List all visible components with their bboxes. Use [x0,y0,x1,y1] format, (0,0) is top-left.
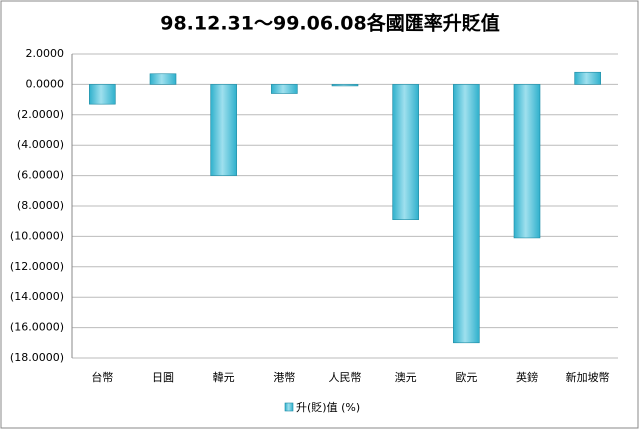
bar [271,84,298,94]
y-tick-label: (8.0000) [17,199,64,212]
y-tick-label: (14.0000) [10,290,64,303]
y-tick-label: (4.0000) [17,138,64,151]
y-tick-label: (18.0000) [10,351,64,364]
bar [210,84,237,176]
x-tick-label: 澳元 [395,371,417,384]
bar [392,84,419,220]
bar [453,84,480,344]
x-tick-label: 日圓 [152,371,174,384]
y-tick-label: (6.0000) [17,169,64,182]
y-tick-label: (10.0000) [10,229,64,242]
x-tick-label: 韓元 [213,371,235,384]
bar [149,73,177,85]
bar [513,84,541,239]
x-tick-label: 人民幣 [329,371,362,384]
y-tick-label: 2.0000 [26,47,65,60]
x-tick-label: 英鎊 [516,370,538,384]
x-tick-label: 新加坡幣 [566,370,610,384]
x-tick-label: 港幣 [273,371,295,384]
bar [89,84,116,105]
legend-label: 升(貶)值 (%) [296,401,360,414]
y-tick-label: 0.0000 [26,77,65,90]
bar [574,71,601,85]
chart-title: 98.12.31～99.06.08各國匯率升貶值 [160,12,500,35]
bar [331,84,359,87]
x-tick-label: 歐元 [455,370,477,384]
y-tick-label: (16.0000) [10,321,64,334]
x-tick-label: 台幣 [91,370,113,384]
legend-swatch [284,402,294,412]
y-tick-label: (2.0000) [17,108,64,121]
y-tick-label: (12.0000) [10,260,64,273]
